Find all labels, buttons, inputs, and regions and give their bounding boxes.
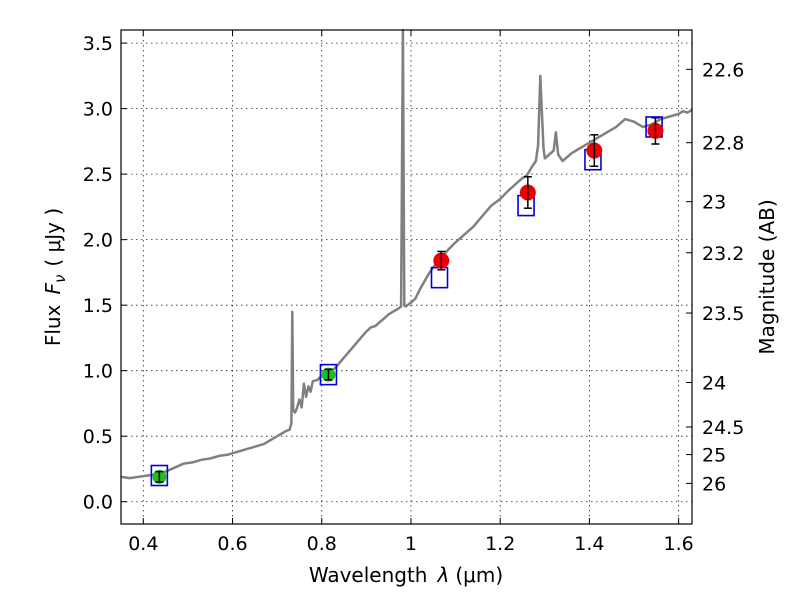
y-tick-label: 3.5 — [83, 33, 113, 55]
x-axis-unit: (μm) — [455, 563, 503, 587]
right-tick-label: 22.6 — [702, 59, 744, 81]
y-tick-label: 0.0 — [83, 492, 113, 514]
model-point — [150, 464, 169, 487]
y-tick-label: 2.0 — [83, 230, 113, 252]
right-axis-ticks: 22.6 22.8 23 23.2 23.5 24 24.5 25 26 — [686, 59, 744, 495]
observed-point — [647, 117, 664, 145]
right-tick-label: 25 — [702, 445, 726, 467]
y-axis-unit: ( μJy ) — [41, 208, 65, 267]
observed-point — [152, 469, 167, 484]
x-tick-label: 0.4 — [128, 533, 158, 555]
right-tick-label: 24 — [702, 372, 726, 394]
plot-frame — [120, 29, 693, 525]
y-axis-label: Flux — [41, 304, 65, 346]
observed-point — [433, 250, 450, 271]
observed-point — [586, 134, 603, 168]
spectrum-line — [120, 28, 693, 480]
x-tick-label: 1.4 — [574, 533, 604, 555]
y-tick-label: 3.0 — [83, 99, 113, 121]
x-axis-title: Wavelength λ (μm) — [309, 563, 503, 587]
right-tick-label: 24.5 — [702, 417, 744, 439]
y-tick-label: 2.5 — [83, 164, 113, 186]
y-axis-symbol: F — [41, 283, 65, 295]
model-point — [319, 363, 338, 386]
y-axis-title: Flux Fν ( μJy ) — [41, 208, 69, 346]
right-tick-label: 23 — [702, 192, 726, 214]
x-tick-label: 0.6 — [217, 533, 247, 555]
right-tick-label: 22.8 — [702, 133, 744, 155]
y-axis-ticks: 0.0 0.5 1.0 1.5 2.0 2.5 3.0 3.5 — [83, 33, 127, 514]
y-tick-label: 1.5 — [83, 295, 113, 317]
spectrum-layer — [120, 28, 693, 480]
x-axis-symbol: λ — [437, 563, 450, 587]
right-tick-label: 26 — [702, 473, 726, 495]
x-tick-label: 1.6 — [664, 533, 694, 555]
observed-point — [519, 176, 536, 209]
x-tick-label: 1.2 — [485, 533, 515, 555]
y-tick-label: 1.0 — [83, 361, 113, 383]
observed-points-layer — [152, 117, 664, 484]
x-axis-label: Wavelength — [309, 563, 428, 587]
x-tick-label: 0.8 — [307, 533, 337, 555]
y-tick-label: 0.5 — [83, 426, 113, 448]
grid-lines — [121, 30, 692, 524]
right-tick-label: 23.5 — [702, 303, 744, 325]
y-axis-subscript: ν — [51, 275, 69, 283]
plot-background — [121, 30, 692, 524]
right-axis-title: Magnitude (AB) — [755, 199, 779, 354]
x-axis-ticks: 0.4 0.6 0.8 1 1.2 1.4 1.6 — [128, 30, 694, 555]
observed-point — [321, 367, 336, 382]
right-tick-label: 23.2 — [702, 243, 744, 265]
x-tick-label: 1 — [405, 533, 417, 555]
